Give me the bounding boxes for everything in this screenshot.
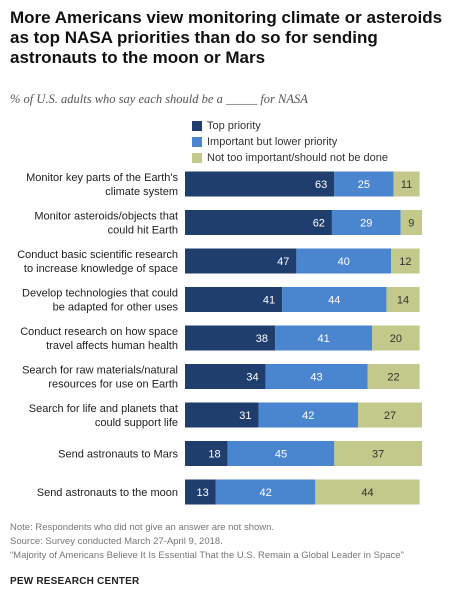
- data-label-not-important: 22: [387, 372, 399, 384]
- data-label-top-priority: 47: [277, 256, 289, 268]
- data-label-top-priority: 41: [263, 295, 275, 307]
- bar-segment-important-lower: [331, 210, 401, 235]
- category-label: Send astronauts to Mars: [58, 449, 178, 461]
- bar-segment-top-priority: [185, 210, 332, 235]
- category-label: Send astronauts to the moon: [37, 487, 178, 499]
- data-label-top-priority: 13: [197, 487, 209, 499]
- category-label: Search for life and planets that could su…: [29, 403, 178, 429]
- data-label-important-lower: 44: [328, 295, 340, 307]
- bar-segment-not-important: [334, 441, 422, 466]
- bar-segment-not-important: [391, 248, 420, 274]
- data-label-top-priority: 63: [315, 179, 327, 191]
- data-label-not-important: 12: [399, 256, 411, 268]
- bar-segment-top-priority: [185, 364, 266, 389]
- category-label: Conduct basic scientific research to incr…: [17, 249, 178, 275]
- data-label-not-important: 11: [401, 179, 412, 191]
- data-label-not-important: 9: [408, 218, 414, 230]
- bar-segment-important-lower: [275, 325, 373, 351]
- data-label-important-lower: 41: [318, 333, 330, 345]
- bar-segment-important-lower: [334, 171, 394, 197]
- bar-segment-not-important: [400, 210, 422, 235]
- category-label: Monitor asteroids/objects that could hit …: [34, 211, 178, 237]
- data-label-top-priority: 38: [256, 333, 268, 345]
- data-label-not-important: 20: [390, 333, 402, 345]
- chart-title: More Americans view monitoring climate o…: [10, 8, 443, 67]
- legend-item-not-important: Not too important/should not be done: [192, 150, 388, 166]
- data-label-important-lower: 45: [275, 449, 287, 461]
- bar-segment-not-important: [367, 364, 420, 389]
- legend: Top priority Important but lower priorit…: [192, 118, 388, 166]
- bar-segment-not-important: [372, 325, 420, 351]
- bar-segment-important-lower: [265, 364, 368, 389]
- category-label: Monitor key parts of the Earth's climate …: [26, 172, 178, 198]
- data-label-not-important: 37: [372, 449, 384, 461]
- footer-note: Note: Respondents who did not give an an…: [10, 522, 275, 533]
- chart-subtitle: % of U.S. adults who say each should be …: [10, 92, 308, 106]
- bar-segment-important-lower: [258, 402, 359, 428]
- bar-segment-not-important: [386, 287, 420, 312]
- data-label-not-important: 14: [397, 295, 409, 307]
- bar-segment-top-priority: [185, 441, 228, 466]
- legend-swatch-top-priority: [192, 121, 202, 131]
- legend-item-top-priority: Top priority: [192, 118, 388, 134]
- bar-segment-top-priority: [185, 325, 276, 351]
- bar-segment-not-important: [315, 479, 420, 505]
- legend-swatch-not-important: [192, 153, 202, 163]
- legend-item-important-lower: Important but lower priority: [192, 134, 388, 150]
- stacked-bar-chart: Monitor key parts of the Earth's climate …: [17, 171, 422, 505]
- category-label: Conduct research on how space travel affe…: [20, 326, 178, 352]
- bar-segment-top-priority: [185, 248, 297, 274]
- data-label-important-lower: 42: [302, 410, 314, 422]
- legend-label-top-priority: Top priority: [207, 120, 261, 132]
- category-label: Search for raw materials/natural resource…: [22, 365, 178, 391]
- data-label-important-lower: 40: [338, 256, 350, 268]
- bar-segment-top-priority: [185, 287, 283, 312]
- bar-segment-top-priority: [185, 479, 216, 505]
- bar-segment-important-lower: [296, 248, 392, 274]
- data-label-not-important: 27: [384, 410, 396, 422]
- bar-segment-important-lower: [282, 287, 387, 312]
- bar-segment-important-lower: [227, 441, 335, 466]
- data-label-top-priority: 31: [239, 410, 251, 422]
- data-label-not-important: 44: [361, 487, 373, 499]
- data-label-important-lower: 43: [310, 372, 322, 384]
- bar-segment-not-important: [358, 402, 422, 428]
- data-label-top-priority: 18: [208, 449, 220, 461]
- brand-name: PEW RESEARCH CENTER: [10, 576, 140, 587]
- data-label-top-priority: 62: [313, 218, 325, 230]
- legend-label-not-important: Not too important/should not be done: [207, 152, 389, 164]
- bar-segment-top-priority: [185, 402, 259, 428]
- legend-swatch-important-lower: [192, 137, 202, 147]
- footer-report-title: “Majority of Americans Believe It Is Ess…: [10, 550, 404, 561]
- data-label-top-priority: 34: [246, 372, 258, 384]
- data-label-important-lower: 25: [358, 179, 370, 191]
- bar-segment-top-priority: [185, 171, 335, 197]
- data-label-important-lower: 29: [360, 218, 372, 230]
- bar-segment-important-lower: [215, 479, 316, 505]
- legend-label-important-lower: Important but lower priority: [207, 136, 338, 148]
- category-label: Develop technologies that could be adapte…: [22, 288, 178, 314]
- footer-notes: Note: Respondents who did not give an an…: [10, 521, 450, 563]
- bar-segment-not-important: [393, 171, 420, 197]
- footer-source: Source: Survey conducted March 27-April …: [10, 536, 223, 547]
- data-label-important-lower: 42: [259, 487, 271, 499]
